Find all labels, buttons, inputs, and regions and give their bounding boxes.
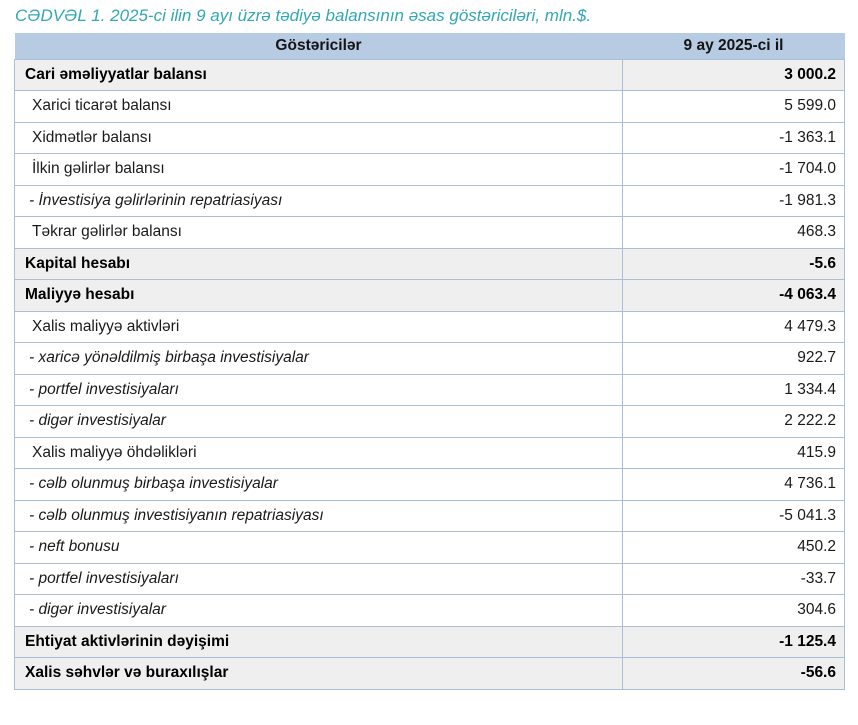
indicator-cell: - xaricə yönəldilmiş birbaşa investisiya… bbox=[14, 342, 623, 375]
value-cell: 468.3 bbox=[622, 216, 845, 249]
value-cell: 4 479.3 bbox=[622, 310, 845, 343]
indicator-cell: - İnvestisiya gəlirlərinin repatriasiyas… bbox=[14, 184, 623, 217]
table-row: Cari əməliyyatlar balansı 3 000.2 bbox=[14, 58, 845, 91]
value-cell: -56.6 bbox=[622, 657, 845, 690]
table-row: - İnvestisiya gəlirlərinin repatriasiyas… bbox=[14, 184, 845, 217]
indicator-cell: Ehtiyat aktivlərinin dəyişimi bbox=[14, 625, 623, 658]
table-row: - portfel investisiyaları -33.7 bbox=[14, 562, 845, 595]
indicator-cell: - digər investisiyalar bbox=[14, 405, 623, 438]
table-row: Xarici ticarət balansı 5 599.0 bbox=[14, 90, 845, 123]
value-cell: 4 736.1 bbox=[622, 468, 845, 501]
table-row: Xalis maliyyə aktivləri 4 479.3 bbox=[14, 310, 845, 343]
table-body: Cari əməliyyatlar balansı 3 000.2 Xarici t… bbox=[14, 58, 845, 690]
table-row: - neft bonusu 450.2 bbox=[14, 531, 845, 564]
value-cell: 3 000.2 bbox=[622, 58, 845, 91]
table-row: Xidmətlər balansı -1 363.1 bbox=[14, 121, 845, 154]
table-row: - xaricə yönəldilmiş birbaşa investisiya… bbox=[14, 342, 845, 375]
value-cell: -5 041.3 bbox=[622, 499, 845, 532]
indicator-cell: Maliyyə hesabı bbox=[14, 279, 623, 312]
indicator-cell: Cari əməliyyatlar balansı bbox=[14, 58, 623, 91]
header-row: Göstəricilər 9 ay 2025-ci il bbox=[14, 33, 845, 59]
value-cell: 415.9 bbox=[622, 436, 845, 469]
value-cell: -33.7 bbox=[622, 562, 845, 595]
table-row: - cəlb olunmuş birbaşa investisiyalar 4 7… bbox=[14, 468, 845, 501]
indicator-cell: Xalis maliyyə öhdəlikləri bbox=[14, 436, 623, 469]
value-cell: 922.7 bbox=[622, 342, 845, 375]
indicator-cell: - portfel investisiyaları bbox=[14, 373, 623, 406]
document-page: CƏDVƏL 1. 2025-ci ilin 9 ayı üzrə tədiyə… bbox=[14, 6, 845, 690]
table-title: CƏDVƏL 1. 2025-ci ilin 9 ayı üzrə tədiyə… bbox=[15, 6, 592, 25]
table-row: - portfel investisiyaları 1 334.4 bbox=[14, 373, 845, 406]
value-cell: 1 334.4 bbox=[622, 373, 845, 406]
indicator-cell: Xidmətlər balansı bbox=[14, 121, 623, 154]
balance-of-payments-table: Göstəricilər 9 ay 2025-ci il Cari əməliy… bbox=[14, 33, 845, 690]
indicator-cell: - portfel investisiyaları bbox=[14, 562, 623, 595]
table-row: Xalis səhvlər və buraxılışlar -56.6 bbox=[14, 657, 845, 690]
indicator-cell: Xarici ticarət balansı bbox=[14, 90, 623, 123]
value-cell: -1 704.0 bbox=[622, 153, 845, 186]
indicator-cell: Təkrar gəlirlər balansı bbox=[14, 216, 623, 249]
table-row: - digər investisiyalar 2 222.2 bbox=[14, 405, 845, 438]
indicator-cell: Xalis səhvlər və buraxılışlar bbox=[14, 657, 623, 690]
indicator-cell: Kapital hesabı bbox=[14, 247, 623, 280]
value-cell: -5.6 bbox=[622, 247, 845, 280]
table-row: - digər investisiyalar 304.6 bbox=[14, 594, 845, 627]
value-cell: -1 981.3 bbox=[622, 184, 845, 217]
header-indicators: Göstəricilər bbox=[14, 33, 623, 59]
table-row: İlkin gəlirlər balansı -1 704.0 bbox=[14, 153, 845, 186]
table-header: Göstəricilər 9 ay 2025-ci il bbox=[14, 33, 845, 59]
indicator-cell: - digər investisiyalar bbox=[14, 594, 623, 627]
value-cell: 450.2 bbox=[622, 531, 845, 564]
indicator-cell: - cəlb olunmuş investisiyanın repatriasi… bbox=[14, 499, 623, 532]
table-row: - cəlb olunmuş investisiyanın repatriasi… bbox=[14, 499, 845, 532]
value-cell: -1 125.4 bbox=[622, 625, 845, 658]
table-row: Ehtiyat aktivlərinin dəyişimi -1 125.4 bbox=[14, 625, 845, 658]
indicator-cell: - neft bonusu bbox=[14, 531, 623, 564]
value-cell: -1 363.1 bbox=[622, 121, 845, 154]
indicator-cell: İlkin gəlirlər balansı bbox=[14, 153, 623, 186]
value-cell: -4 063.4 bbox=[622, 279, 845, 312]
indicator-cell: - cəlb olunmuş birbaşa investisiyalar bbox=[14, 468, 623, 501]
table-row: Maliyyə hesabı -4 063.4 bbox=[14, 279, 845, 312]
indicator-cell: Xalis maliyyə aktivləri bbox=[14, 310, 623, 343]
header-period: 9 ay 2025-ci il bbox=[622, 33, 845, 59]
table-row: Kapital hesabı -5.6 bbox=[14, 247, 845, 280]
table-row: Xalis maliyyə öhdəlikləri 415.9 bbox=[14, 436, 845, 469]
value-cell: 5 599.0 bbox=[622, 90, 845, 123]
table-row: Təkrar gəlirlər balansı 468.3 bbox=[14, 216, 845, 249]
value-cell: 2 222.2 bbox=[622, 405, 845, 438]
value-cell: 304.6 bbox=[622, 594, 845, 627]
